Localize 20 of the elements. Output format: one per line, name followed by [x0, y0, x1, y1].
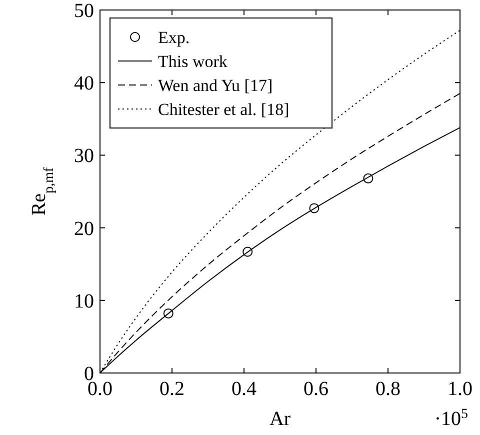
x-tick-label: 1.0 — [448, 378, 472, 400]
x-tick-label: 0.2 — [160, 378, 184, 400]
legend-label: Exp. — [158, 28, 190, 47]
y-tick-label: 30 — [74, 145, 94, 168]
legend-label: This work — [158, 52, 228, 71]
legend-label: Wen and Yu [17] — [158, 76, 273, 95]
y-tick-label: 50 — [74, 0, 94, 22]
x-tick-label: 0.8 — [376, 378, 400, 400]
text: ·10$^{5}$ — [434, 406, 468, 430]
point — [309, 203, 320, 214]
point — [363, 173, 374, 184]
x-tick-label: 0.4 — [232, 378, 256, 400]
x-tick-label: 0.6 — [304, 378, 328, 400]
x-axis-title: Ar — [269, 408, 291, 430]
point — [163, 308, 174, 318]
point — [242, 246, 253, 257]
y-tick-label: 20 — [74, 218, 94, 240]
legend-label: Chitester et al. [18] — [158, 100, 290, 119]
y-tick-label: 40 — [74, 72, 94, 95]
y-tick-label: 10 — [74, 290, 94, 312]
